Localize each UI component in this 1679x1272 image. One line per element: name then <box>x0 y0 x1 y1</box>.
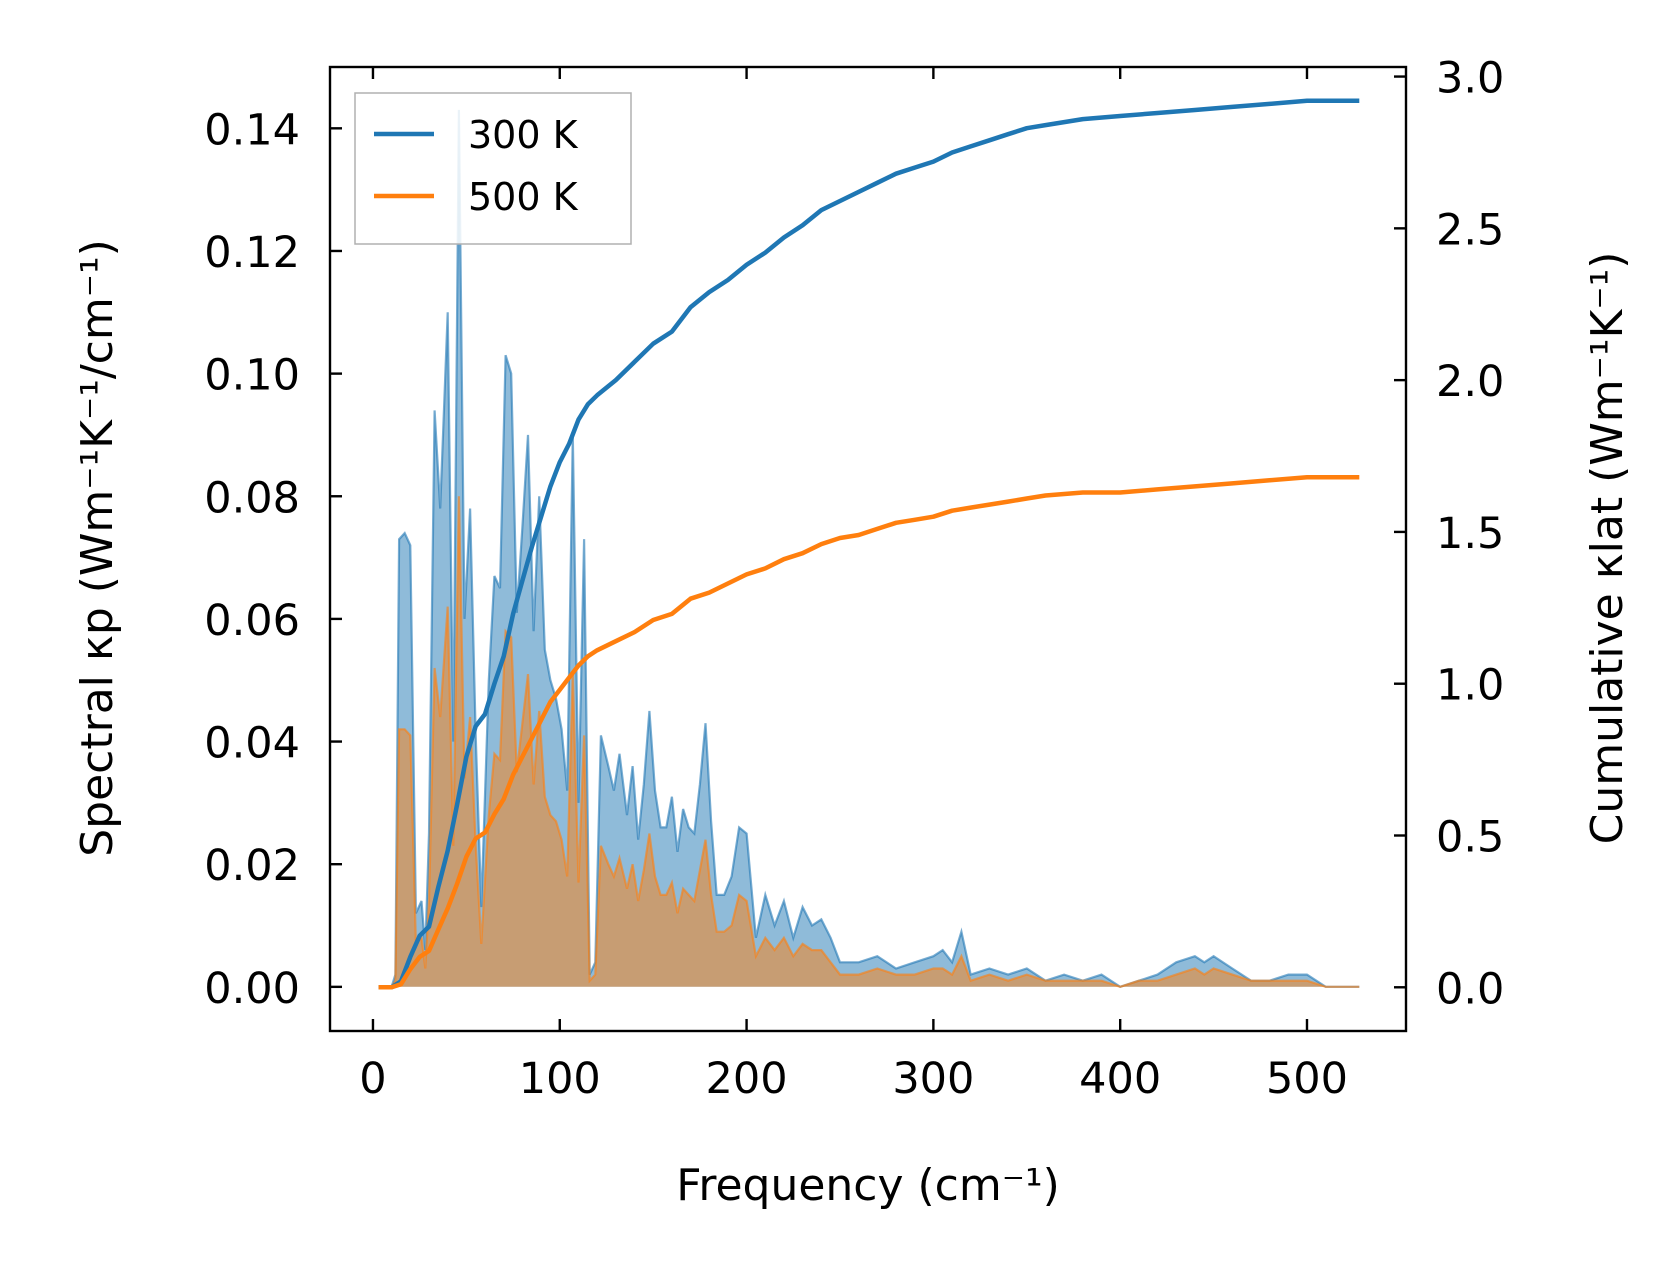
left-y-tick-label: 0.08 <box>204 473 300 523</box>
cumulative-line-layer <box>378 98 1360 990</box>
legend: 300 K 500 K <box>354 92 632 245</box>
legend-label-300k: 300 K <box>468 113 579 157</box>
right-y-axis-label: Cumulative κlat (Wm⁻¹K⁻¹) <box>1582 252 1633 845</box>
spectral-area-500k <box>378 496 1360 987</box>
left-y-tick-label: 0.06 <box>204 596 300 646</box>
right-y-tick-label: 1.5 <box>1436 509 1504 559</box>
x-tick-label: 200 <box>706 1054 788 1104</box>
legend-box <box>354 92 632 245</box>
legend-label-500k: 500 K <box>468 175 579 219</box>
x-tick-label: 300 <box>892 1054 974 1104</box>
cumulative-line-500k <box>378 475 1360 990</box>
right-y-tick-label: 3.0 <box>1436 54 1504 104</box>
right-y-tick-label: 0.5 <box>1436 812 1504 862</box>
right-y-tick-label: 0.0 <box>1436 964 1504 1014</box>
left-y-tick-label: 0.12 <box>204 228 300 278</box>
x-tick-label: 400 <box>1079 1054 1161 1104</box>
left-y-tick-label: 0.02 <box>204 841 300 891</box>
right-y-tick-label: 2.5 <box>1436 205 1504 255</box>
left-y-tick-label: 0.10 <box>204 351 300 401</box>
plot-frame <box>328 65 1408 1033</box>
spectral-fill-layer <box>378 109 1360 989</box>
spectral-edge-500k <box>378 496 1360 988</box>
spectral-edge-300k <box>378 109 1360 989</box>
left-y-tick-label: 0.04 <box>204 719 300 769</box>
right-y-tick-label: 1.0 <box>1436 661 1504 711</box>
tick-layer: 0 100 200 300 400 500 0.00 0.02 0.04 0.06 0.08 0.10… <box>204 54 1504 1104</box>
left-y-tick-label: 0.14 <box>204 105 300 155</box>
x-tick-label: 500 <box>1266 1054 1348 1104</box>
left-y-axis-label: Spectral κp (Wm⁻¹K⁻¹/cm⁻¹) <box>72 239 123 857</box>
cumulative-line-300k <box>378 98 1360 990</box>
x-tick-label: 0 <box>359 1054 386 1104</box>
x-axis-label: Frequency (cm⁻¹) <box>676 1160 1060 1211</box>
x-tick-label: 100 <box>519 1054 601 1104</box>
left-y-tick-label: 0.00 <box>204 964 300 1014</box>
right-y-tick-label: 2.0 <box>1436 357 1504 407</box>
